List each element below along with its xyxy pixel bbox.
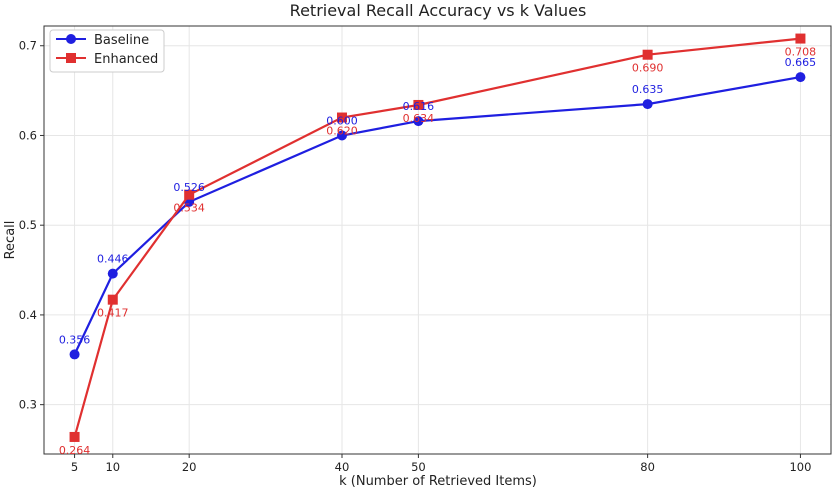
y-tick-label: 0.4 [19,308,37,322]
enhanced-data-label: 0.264 [59,444,91,457]
baseline-point [642,99,653,110]
y-tick-label: 0.7 [19,39,37,53]
baseline-line [73,76,801,355]
x-axis-label: k (Number of Retrieved Items) [339,474,537,489]
x-tick-label: 50 [411,460,426,474]
x-tick-label: 80 [640,460,655,474]
enhanced-point [69,431,80,442]
y-axis-label: Recall [3,221,18,260]
chart-title: Retrieval Recall Accuracy vs k Values [290,1,587,20]
baseline-data-label: 0.635 [632,83,664,96]
baseline-data-label: 0.526 [173,181,205,194]
baseline-point [69,349,80,360]
baseline-point [795,72,806,83]
baseline-point [336,130,347,141]
baseline-point [107,268,118,279]
enhanced-point [795,33,806,44]
enhanced-data-label: 0.690 [632,62,664,75]
y-axis-ticks: 0.3 0.4 0.5 0.6 0.7 [19,39,44,412]
baseline-data-label: 0.600 [326,114,358,127]
enhanced-data-label: 0.417 [97,307,129,320]
x-tick-label: 20 [182,460,197,474]
y-tick-label: 0.5 [19,218,37,232]
baseline-point [413,116,424,127]
enhanced-line [73,37,801,438]
grid [44,26,831,454]
enhanced-data-label: 0.620 [326,125,358,138]
enhanced-point [413,99,424,110]
legend-marker-baseline [66,34,76,44]
enhanced-point [642,49,653,60]
legend: Baseline Enhanced [49,29,165,73]
legend-label-baseline: Baseline [94,33,149,48]
baseline-data-label: 0.665 [785,56,817,69]
enhanced-point [107,294,118,305]
x-axis-ticks: 5 10 20 40 50 80 100 [71,454,811,474]
plot-area-border [43,25,832,455]
x-tick-label: 10 [105,460,120,474]
x-tick-label: 40 [335,460,350,474]
enhanced-data-label: 0.534 [173,202,205,215]
baseline-data-label: 0.356 [59,333,91,346]
x-tick-label: 100 [789,460,811,474]
series-group [69,33,806,442]
baseline-data-label: 0.446 [97,253,129,266]
baseline-data-label: 0.616 [403,100,435,113]
legend-box [49,29,165,73]
legend-marker-enhanced [66,53,76,63]
y-tick-label: 0.6 [19,128,37,142]
y-tick-label: 0.3 [19,398,37,412]
enhanced-data-label: 0.634 [403,112,435,125]
enhanced-point [336,112,347,123]
x-tick-label: 5 [71,460,78,474]
enhanced-point [184,189,195,200]
data-labels: 0.356 0.446 0.526 0.600 0.616 0.635 0.665 0.264… [59,46,816,457]
enhanced-data-label: 0.708 [785,46,817,59]
legend-label-enhanced: Enhanced [94,52,158,67]
